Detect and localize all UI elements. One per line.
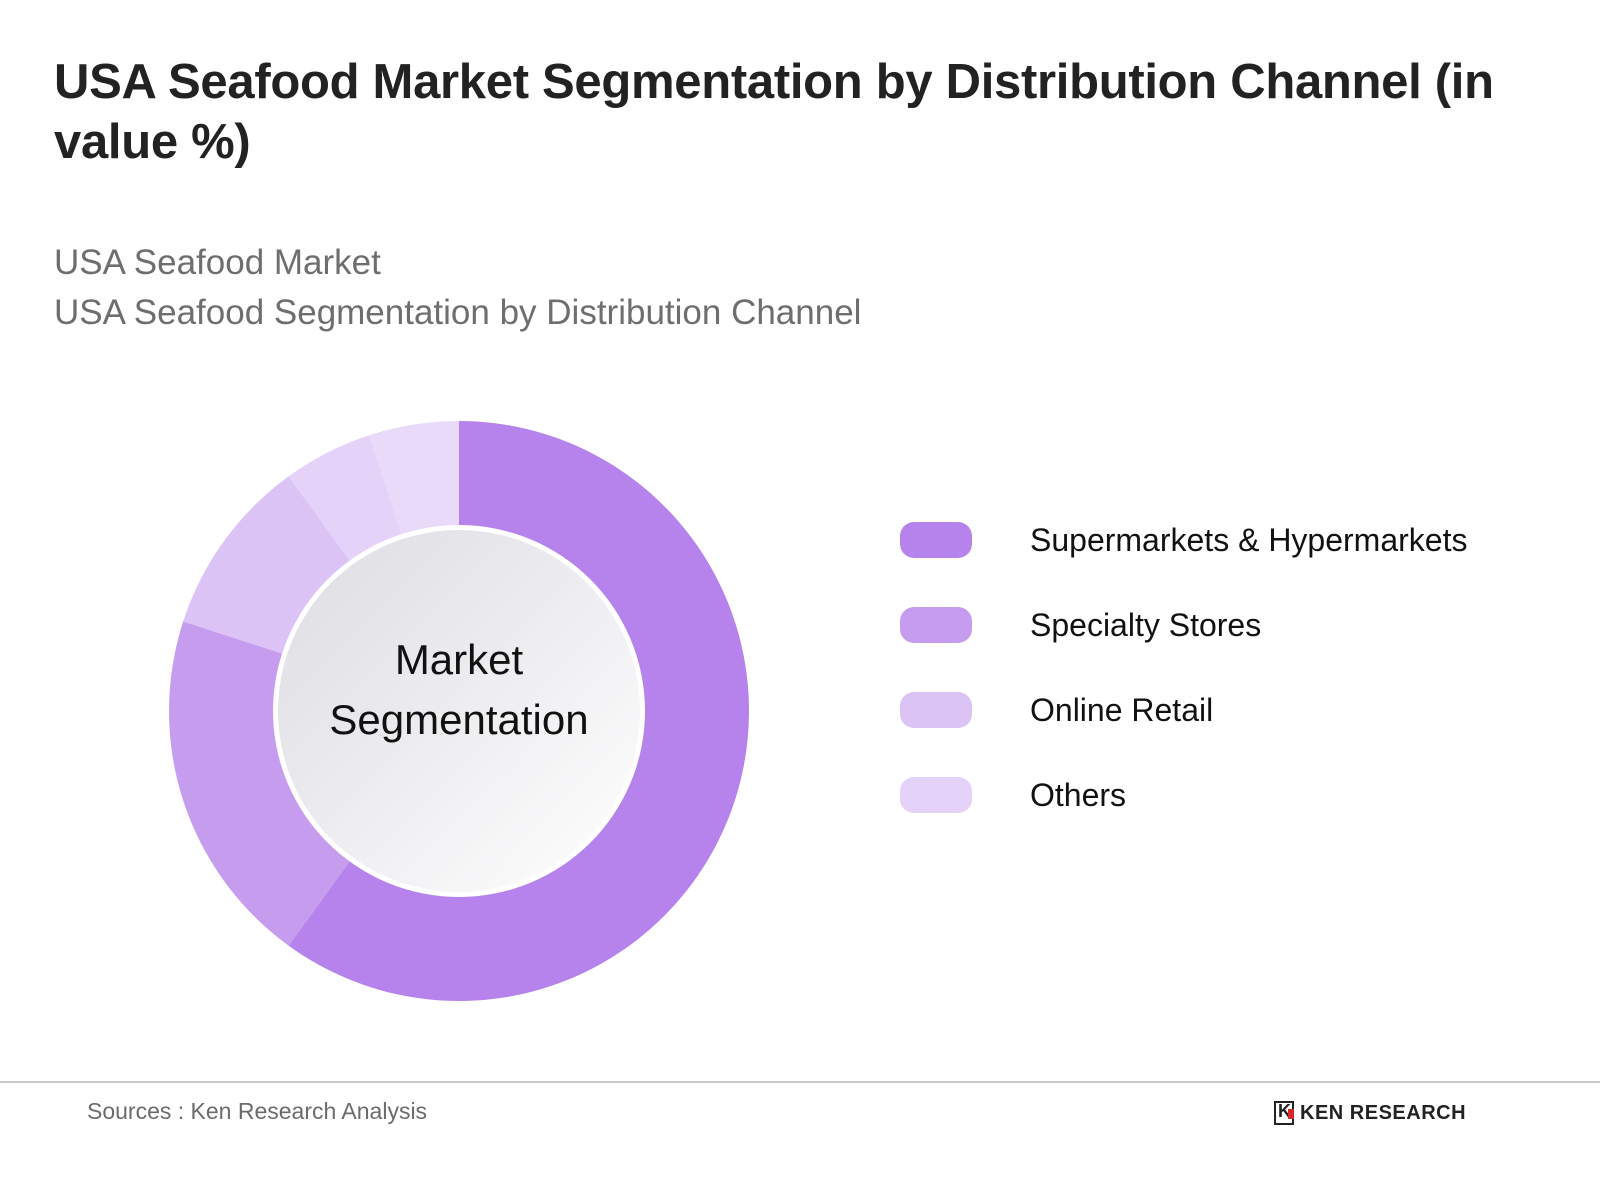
legend-label: Specialty Stores	[1030, 607, 1262, 643]
subtitle-line-2: USA Seafood Segmentation by Distribution…	[54, 293, 862, 332]
center-label-line-2: Segmentation	[329, 696, 589, 743]
legend-item-online-retail: Online Retail	[900, 688, 1467, 773]
legend-label: Supermarkets & Hypermarkets	[1030, 522, 1468, 558]
donut-slice	[288, 435, 404, 566]
footer-divider	[0, 1081, 1600, 1083]
donut-slice	[369, 421, 459, 540]
legend-swatch	[900, 692, 972, 728]
legend-item-supermarkets: Supermarkets & Hypermarkets	[900, 518, 1467, 603]
donut-slice	[168, 621, 354, 946]
subtitle-line-1: USA Seafood Market	[54, 243, 381, 282]
center-label: Market Segmentation	[279, 630, 639, 750]
legend-label: Online Retail	[1030, 692, 1214, 728]
legend-label: Others	[1030, 777, 1127, 813]
chart-subtitle: USA Seafood Market USA Seafood Segmentat…	[54, 238, 861, 338]
legend-swatch	[900, 777, 972, 813]
donut-chart	[168, 421, 749, 1001]
donut-slice	[288, 421, 749, 1001]
chart-title: USA Seafood Market Segmentation by Distr…	[54, 55, 1494, 169]
brand-name: KEN RESEARCH	[1300, 1101, 1467, 1124]
ken-research-logo-icon	[1274, 1101, 1294, 1125]
center-disc	[278, 530, 640, 892]
legend-swatch	[900, 522, 972, 558]
legend-item-others: Others	[900, 773, 1467, 858]
legend: Supermarkets & Hypermarkets Specialty St…	[900, 518, 1467, 858]
legend-swatch	[900, 607, 972, 643]
source-note: Sources : Ken Research Analysis	[87, 1098, 428, 1124]
donut-slices	[168, 421, 749, 1001]
legend-item-specialty-stores: Specialty Stores	[900, 603, 1467, 688]
brand-logo: KEN RESEARCH	[1274, 1101, 1466, 1125]
donut-slice	[183, 476, 354, 656]
center-label-line-1: Market	[394, 636, 524, 683]
